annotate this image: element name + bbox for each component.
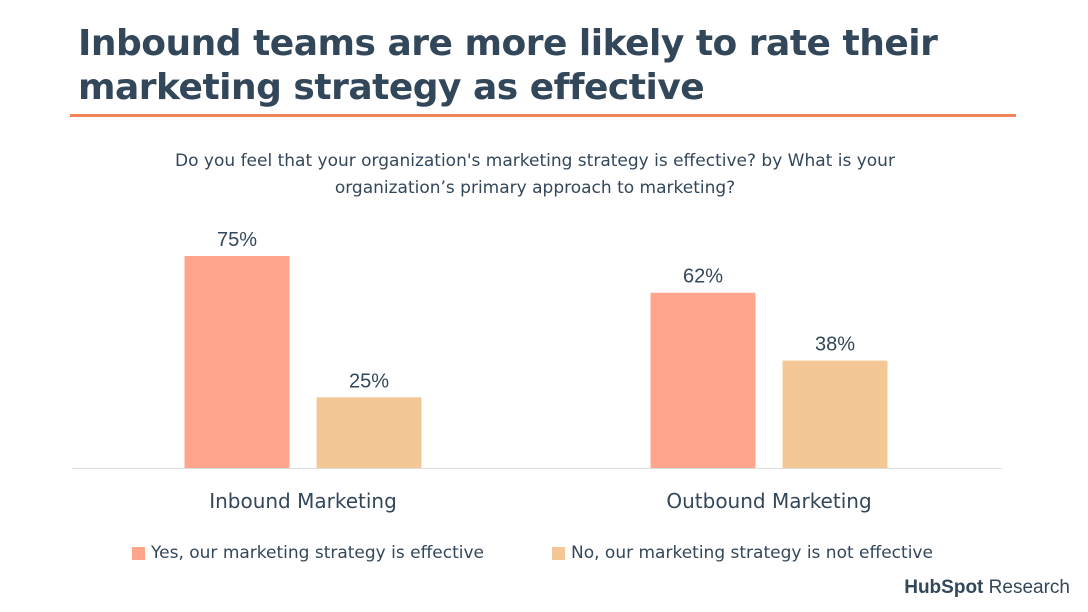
legend-item-yes: Yes, our marketing strategy is effective (132, 543, 484, 563)
bar-yes-0 (184, 256, 290, 468)
title-divider (70, 114, 1016, 117)
data-label: 38% (815, 334, 855, 356)
chart-title: Inbound teams are more likely to rate th… (78, 23, 938, 108)
data-label: 25% (349, 370, 389, 392)
legend-swatch-no (552, 546, 565, 560)
data-label: 62% (683, 266, 723, 288)
legend-item-no: No, our marketing strategy is not effect… (552, 543, 933, 563)
chart-subtitle: Do you feel that your organization's mar… (175, 151, 895, 198)
bar-yes-1 (650, 292, 756, 468)
data-label: 75% (217, 229, 257, 251)
x-tick-label: Inbound Marketing (209, 489, 397, 513)
bar-no-0 (316, 397, 422, 468)
legend-swatch-yes (132, 546, 145, 560)
brand-name: HubSpot (904, 577, 984, 598)
x-tick-label: Outbound Marketing (666, 489, 871, 513)
bar-no-1 (782, 360, 888, 468)
brand-suffix: Research (988, 577, 1070, 598)
legend-label-no: No, our marketing strategy is not effect… (571, 543, 933, 563)
legend-label-yes: Yes, our marketing strategy is effective (151, 543, 485, 563)
brand-logo: HubSpot Research (904, 577, 1070, 599)
